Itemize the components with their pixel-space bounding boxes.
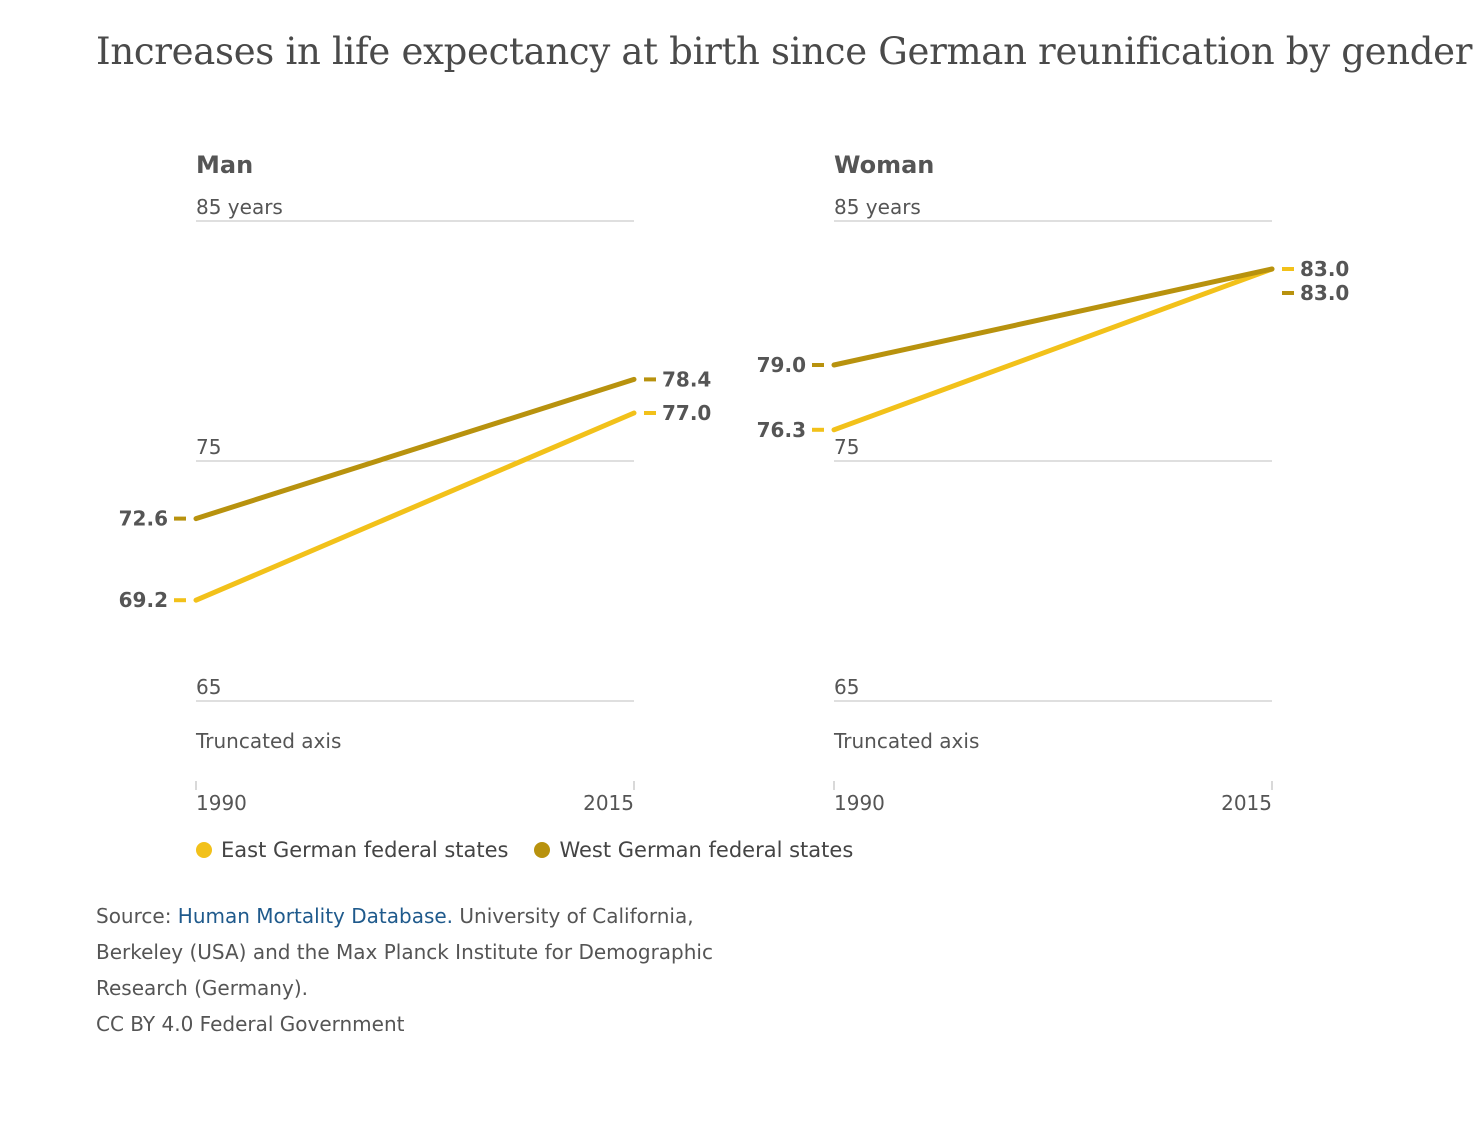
x-tick-label-woman-1990: 1990: [834, 791, 885, 815]
source-prefix: Source:: [96, 904, 178, 928]
y-tick-label-man-65: 65: [196, 675, 221, 699]
legend-item-east: East German federal states: [196, 838, 508, 862]
x-tick-label-man-2015: 2015: [583, 791, 634, 815]
legend-swatch-west: [534, 842, 551, 858]
x-tick-label-man-1990: 1990: [196, 791, 247, 815]
y-tick-label-man-75: 75: [196, 435, 221, 459]
value-label-man-west-start: 72.6: [119, 507, 168, 531]
legend-swatch-east: [196, 842, 212, 858]
value-label-woman-east-end: 83.0: [1300, 257, 1349, 281]
license-note: CC BY 4.0 Federal Government: [96, 1012, 405, 1036]
source-note: Source: Human Mortality Database. Univer…: [96, 898, 736, 1042]
value-label-man-east-start: 69.2: [119, 588, 168, 612]
source-link[interactable]: Human Mortality Database.: [177, 904, 454, 928]
x-tick-label-woman-2015: 2015: [1221, 791, 1272, 815]
axis-note-woman: Truncated axis: [833, 729, 979, 753]
panel-title-woman: Woman: [834, 151, 934, 179]
y-tick-label-woman-65: 65: [834, 675, 859, 699]
panel-title-man: Man: [196, 151, 253, 179]
value-label-woman-west-end: 83.0: [1300, 281, 1349, 305]
legend-item-west: West German federal states: [534, 838, 853, 862]
source-rest: University of California, Berkeley (USA)…: [96, 904, 713, 1000]
series-line-woman-east: [831, 266, 1275, 433]
y-tick-label-man-85: 85 years: [196, 195, 283, 219]
y-tick-label-woman-85: 85 years: [834, 195, 921, 219]
value-label-woman-east-start: 76.3: [757, 418, 806, 442]
axis-note-man: Truncated axis: [195, 729, 341, 753]
chart-title: Increases in life expectancy at birth si…: [96, 30, 1473, 73]
legend-label-east: East German federal states: [221, 838, 509, 862]
legend-label-west: West German federal states: [559, 838, 854, 862]
value-label-man-west-end: 78.4: [662, 367, 711, 391]
y-tick-label-woman-75: 75: [834, 435, 859, 459]
series-line-man-west: [193, 376, 637, 522]
series-line-woman-west: [831, 266, 1275, 368]
legend: East German federal states West German f…: [196, 838, 853, 862]
value-label-man-east-end: 77.0: [662, 401, 711, 425]
series-line-man-east: [193, 410, 637, 603]
value-label-woman-west-start: 79.0: [757, 353, 806, 377]
